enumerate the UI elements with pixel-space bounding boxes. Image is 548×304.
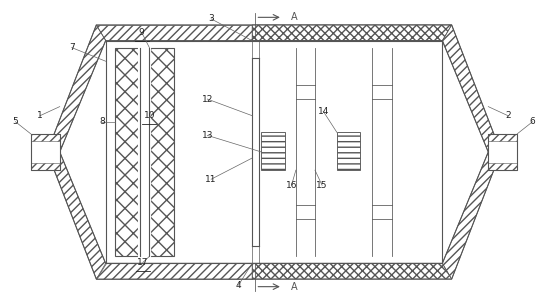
Text: 14: 14 — [317, 107, 329, 116]
Text: 13: 13 — [202, 131, 213, 140]
Polygon shape — [31, 134, 60, 170]
Text: 2: 2 — [505, 111, 511, 120]
Text: 17: 17 — [137, 258, 149, 267]
Text: 11: 11 — [206, 175, 217, 184]
Text: 16: 16 — [286, 181, 297, 190]
Text: 7: 7 — [69, 43, 75, 52]
Polygon shape — [47, 25, 501, 279]
Text: 1: 1 — [37, 111, 43, 120]
Text: 9: 9 — [139, 28, 145, 37]
Text: 15: 15 — [316, 181, 328, 190]
Text: 8: 8 — [99, 117, 105, 126]
Text: 12: 12 — [202, 95, 213, 104]
Polygon shape — [261, 132, 285, 170]
Polygon shape — [488, 134, 517, 170]
Text: A: A — [291, 282, 298, 292]
Polygon shape — [60, 41, 488, 263]
Text: 5: 5 — [13, 117, 18, 126]
Polygon shape — [116, 48, 140, 256]
Polygon shape — [150, 48, 174, 256]
Text: A: A — [291, 12, 298, 22]
Polygon shape — [337, 132, 361, 170]
Text: 4: 4 — [236, 281, 241, 290]
Text: 3: 3 — [208, 14, 214, 23]
Text: 10: 10 — [144, 111, 155, 120]
Text: 6: 6 — [530, 117, 535, 126]
